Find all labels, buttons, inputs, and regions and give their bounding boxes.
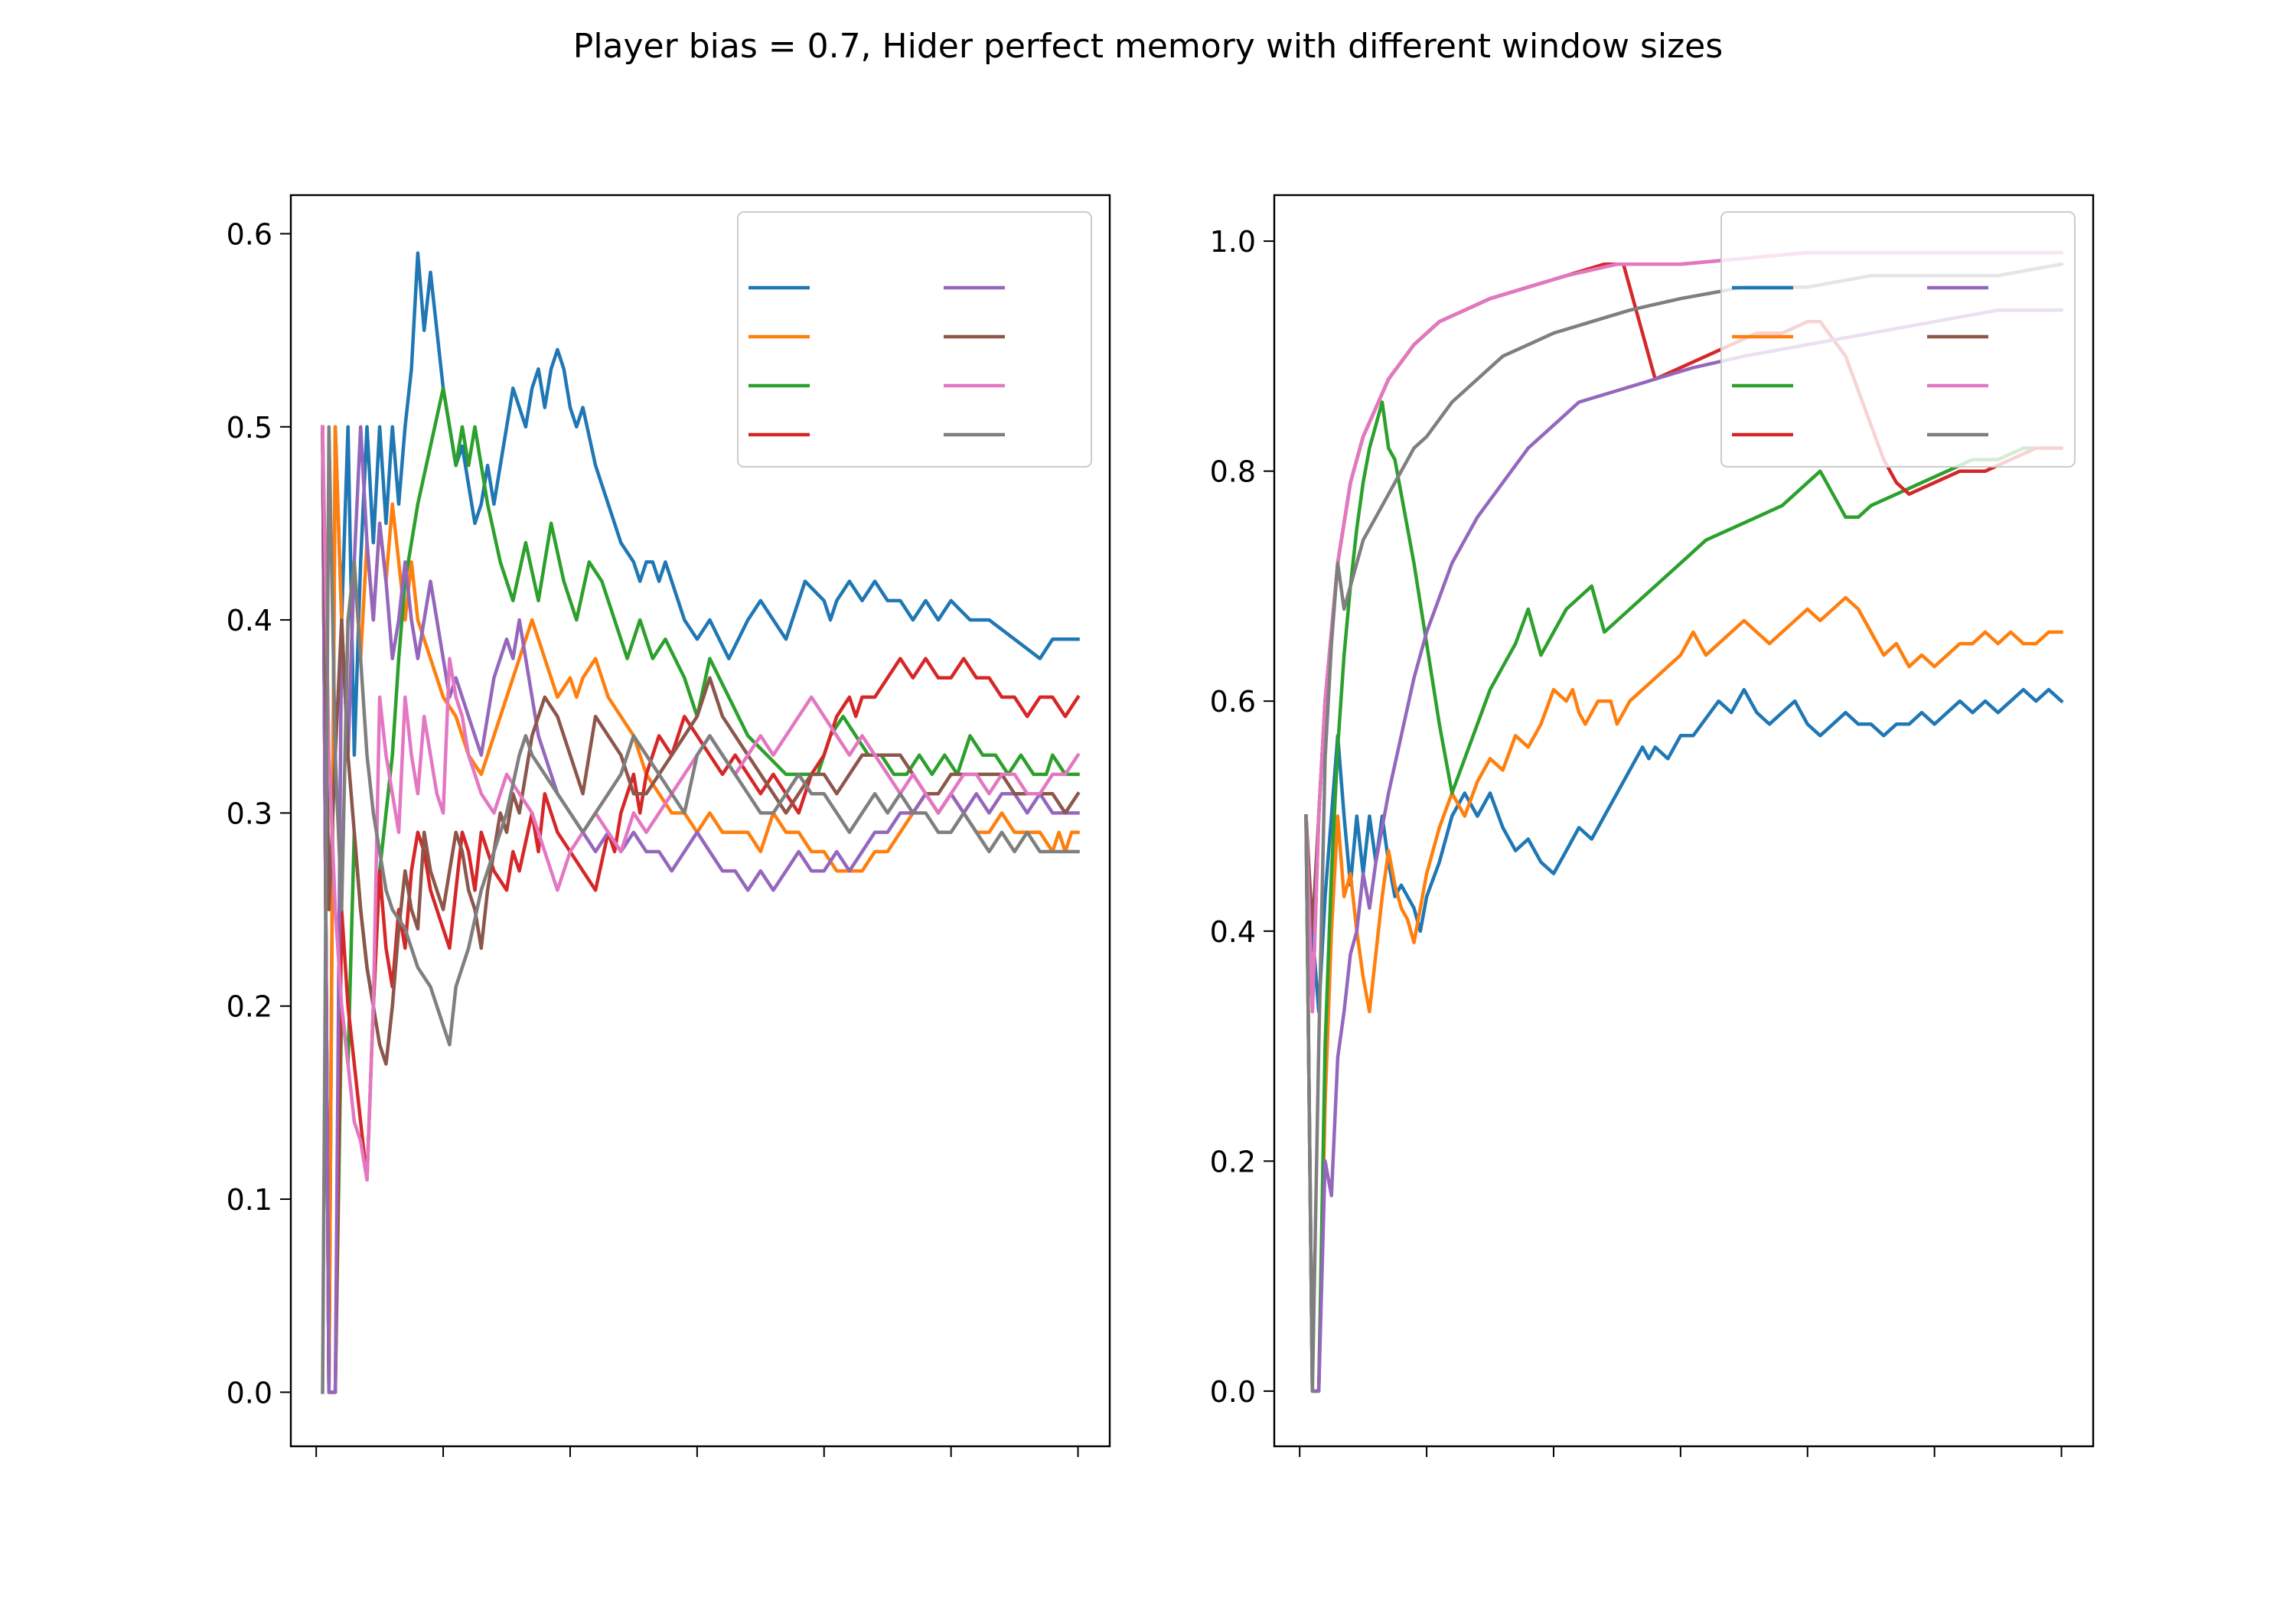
- y-tick-label: 0.6: [1210, 685, 1256, 719]
- legend-box: [1720, 211, 2076, 468]
- axes-frame: [289, 194, 1111, 1448]
- y-tick-label: 0.1: [227, 1183, 272, 1217]
- series-lines: [321, 251, 1081, 1394]
- legend-box: [737, 211, 1092, 468]
- series-line-window-50: [321, 425, 1080, 1394]
- axes-frame: [1273, 194, 2095, 1448]
- figure-suptitle: Player bias = 0.7, Hider perfect memory …: [573, 27, 1723, 66]
- legend: [737, 211, 1092, 468]
- y-tick-label: 0.6: [227, 217, 272, 251]
- hider-choice-panel: 0.0 0.2 0.4 0.6 0.8 1.0: [1210, 194, 2095, 1457]
- y-tick-label: 0.5: [227, 411, 272, 445]
- y-tick-label: 0.4: [1210, 915, 1256, 949]
- series-line-window-5: [1304, 400, 2063, 1393]
- series-line-window-5: [321, 386, 1080, 1394]
- y-tick-label: 0.3: [227, 797, 272, 830]
- y-tick-label: 0.0: [227, 1376, 272, 1410]
- series-line-window-10: [321, 425, 1081, 1394]
- y-tick-label: 0.2: [1210, 1145, 1256, 1178]
- player-choice-panel: 0.0 0.1 0.2 0.3 0.4 0.5 0.6: [227, 194, 1111, 1457]
- series-line-window-2: [1304, 595, 2063, 1393]
- y-tick-label: 0.4: [227, 604, 272, 637]
- y-tick-label: 1.0: [1210, 225, 1256, 259]
- legend: [1720, 211, 2076, 468]
- y-tick-label: 0.2: [227, 990, 272, 1024]
- series-line-window-40: [321, 425, 1081, 1182]
- series-line-window-1: [321, 251, 1080, 1394]
- y-tick-label: 0.8: [1210, 455, 1256, 489]
- y-tick-label: 0.0: [1210, 1375, 1256, 1409]
